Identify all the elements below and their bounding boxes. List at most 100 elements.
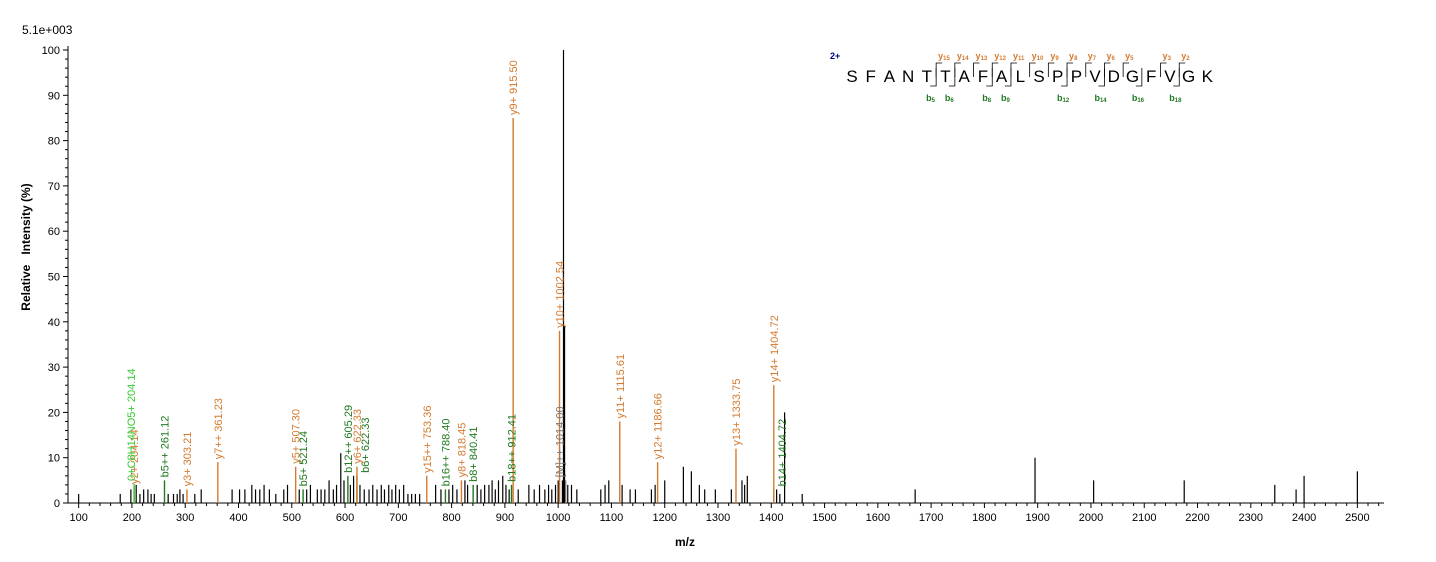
peak-label: y15++ 753.36 <box>422 406 434 473</box>
y-ion-bracket <box>1029 62 1036 77</box>
b-ion-label: b18 <box>1169 93 1182 104</box>
b-ion-bracket <box>1004 68 1012 87</box>
charge-state: 2+ <box>830 51 840 61</box>
b-ion-label: b8 <box>982 93 992 104</box>
x-tick-label: 1800 <box>972 512 996 524</box>
b-ion-label: b12 <box>1057 93 1070 104</box>
x-tick-label: 500 <box>283 512 301 524</box>
y-ion-label: y15 <box>938 51 950 62</box>
y-ion-label: y13 <box>976 51 988 62</box>
b-ion-bracket <box>1098 68 1105 87</box>
b-ion-label: b9 <box>1001 93 1011 104</box>
sequence-residue: T <box>940 67 950 86</box>
sequence-residue: F <box>1146 67 1156 86</box>
b-ion-bracket <box>1173 68 1180 87</box>
y-tick-label: 20 <box>48 407 60 419</box>
sequence-residue: G <box>1182 67 1195 86</box>
y-ion-label: y9 <box>1050 51 1059 62</box>
y-tick-label: 100 <box>42 45 60 57</box>
peak-label: y13+ 1333.75 <box>731 379 743 446</box>
y-ion-label: y7 <box>1088 51 1097 62</box>
y-ion-bracket <box>1047 62 1055 77</box>
peaks <box>78 50 1358 503</box>
x-tick-label: 1700 <box>919 512 943 524</box>
peak-label: y11+ 1115.61 <box>615 354 627 419</box>
b-ion-label: b6 <box>945 93 955 104</box>
sequence-residue: L <box>1016 67 1025 86</box>
y-ion-label: y6 <box>1106 51 1115 62</box>
y-ion-label: y8 <box>1069 51 1078 62</box>
x-tick-label: 1200 <box>652 512 676 524</box>
x-tick-label: 800 <box>442 512 460 524</box>
y-ion-label: y2 <box>1181 51 1190 62</box>
peak-label: y5+ 507.30 <box>291 409 303 464</box>
sequence-residue: D <box>1108 67 1120 86</box>
y-tick-label: 30 <box>48 362 60 374</box>
x-tick-label: 2500 <box>1345 512 1369 524</box>
y-tick-label: 10 <box>48 453 60 465</box>
sequence-residue: A <box>884 67 896 86</box>
y-axis-title: Relative Intensity (%) <box>19 183 33 310</box>
sequence-residue: G <box>1126 67 1139 86</box>
peak-label: b12++ 605.29 <box>343 405 355 473</box>
b-ion-label: b16 <box>1132 93 1145 104</box>
sequence-residue: S <box>846 67 857 86</box>
sequence-residue: N <box>902 67 914 86</box>
peak-label: y7++ 361.23 <box>213 398 225 459</box>
sequence-residue: F <box>866 67 876 86</box>
y-tick-label: 80 <box>48 136 60 148</box>
x-tick-label: 600 <box>336 512 354 524</box>
x-tick-label: 1000 <box>546 512 570 524</box>
peak-labels: y2+ 204.140+C8H14NO5+ 204.14 b5++ 261.12 y… <box>126 60 789 486</box>
y-ion-bracket <box>1160 62 1167 77</box>
x-tick-label: 1900 <box>1025 512 1049 524</box>
x-tick-label: 700 <box>389 512 407 524</box>
y-ion-label: y10 <box>1032 51 1044 62</box>
sequence-residue: V <box>1164 67 1176 86</box>
x-tick-label: 2200 <box>1185 512 1209 524</box>
x-tick-label: 2400 <box>1292 512 1316 524</box>
x-tick-label: 1500 <box>812 512 836 524</box>
scale-label: 5.1e+003 <box>22 23 73 37</box>
sequence-residue: A <box>996 67 1008 86</box>
sequence-residue: V <box>1089 67 1101 86</box>
y-tick-label: 70 <box>48 181 60 193</box>
peak-label: b16++ 788.40 <box>440 419 452 487</box>
b-ion-label: b5 <box>926 93 936 104</box>
peak-label: b5+ 521.24 <box>298 431 310 486</box>
x-tick-label: 1400 <box>759 512 783 524</box>
peak-label: y14+ 1404.72 <box>769 315 781 382</box>
peak-label: b18++ 912.41 <box>507 414 519 482</box>
y-tick-label: 0 <box>54 498 60 510</box>
peak-label: y12+ 1186.66 <box>653 393 665 459</box>
b-ion-bracket <box>986 68 993 87</box>
x-tick-label: 100 <box>69 512 87 524</box>
y-ion-label: y3 <box>1163 51 1172 62</box>
peak-label: b8+ 840.41 <box>468 427 480 482</box>
y-tick-label: 90 <box>48 90 60 102</box>
b-ion-bracket <box>1135 68 1143 87</box>
y-tick-label: 40 <box>48 317 60 329</box>
y-ion-label: y11 <box>1013 51 1025 62</box>
b-ion-bracket <box>930 68 937 87</box>
sequence-residue: A <box>959 67 971 86</box>
sequence-residue: P <box>1052 67 1063 86</box>
y-tick-label: 50 <box>48 272 60 284</box>
x-tick-label: 2000 <box>1079 512 1103 524</box>
x-tick-label: 2100 <box>1132 512 1156 524</box>
y-ion-label: y12 <box>994 51 1006 62</box>
y-ion-bracket <box>1122 62 1130 77</box>
peak-label: y2+ 204.14 <box>129 429 141 484</box>
y-ion-bracket <box>973 62 980 77</box>
peak-label: b6+ 622.33 <box>360 417 372 472</box>
y-ion-bracket <box>1085 62 1092 77</box>
x-tick-label: 200 <box>123 512 141 524</box>
peak-label: 0+C8H14NO5+ 204.14 <box>126 368 138 481</box>
peak-label: y8+ 818.45 <box>456 423 468 478</box>
b-ion-bracket <box>1061 68 1068 87</box>
peak-label: y6+ 622.33 <box>352 409 364 464</box>
peak-label: b14+ 1404.72 <box>777 419 789 487</box>
y-ion-label: y5 <box>1125 51 1134 62</box>
y-ion-label: y14 <box>957 51 969 62</box>
